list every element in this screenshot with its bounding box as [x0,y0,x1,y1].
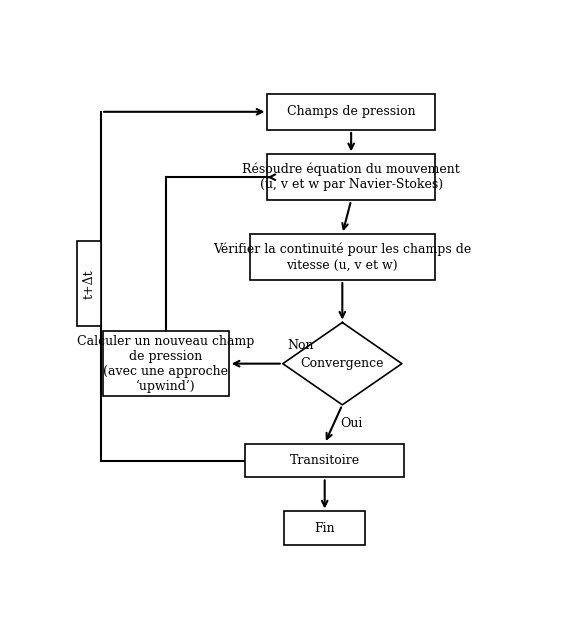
Text: t+Δt: t+Δt [83,269,95,299]
FancyBboxPatch shape [77,242,101,326]
Text: Calculer un nouveau champ
de pression
(avec une approche
‘upwind’): Calculer un nouveau champ de pression (a… [77,335,254,392]
Text: Oui: Oui [340,417,362,430]
FancyBboxPatch shape [245,443,404,477]
Text: Convergence: Convergence [300,357,384,370]
FancyBboxPatch shape [103,331,229,396]
Text: Non: Non [287,338,314,352]
FancyBboxPatch shape [284,511,365,545]
Text: Vérifier la continuité pour les champs de
vitesse (u, v et w): Vérifier la continuité pour les champs d… [213,243,472,271]
Text: Transitoire: Transitoire [290,454,360,467]
FancyBboxPatch shape [250,234,435,280]
Text: Résoudre équation du mouvement
(u, v et w par Navier-Stokes): Résoudre équation du mouvement (u, v et … [242,163,460,191]
Text: Fin: Fin [315,522,335,535]
FancyBboxPatch shape [267,154,435,200]
Polygon shape [283,323,402,405]
FancyBboxPatch shape [267,94,435,130]
Text: Champs de pression: Champs de pression [287,105,415,118]
